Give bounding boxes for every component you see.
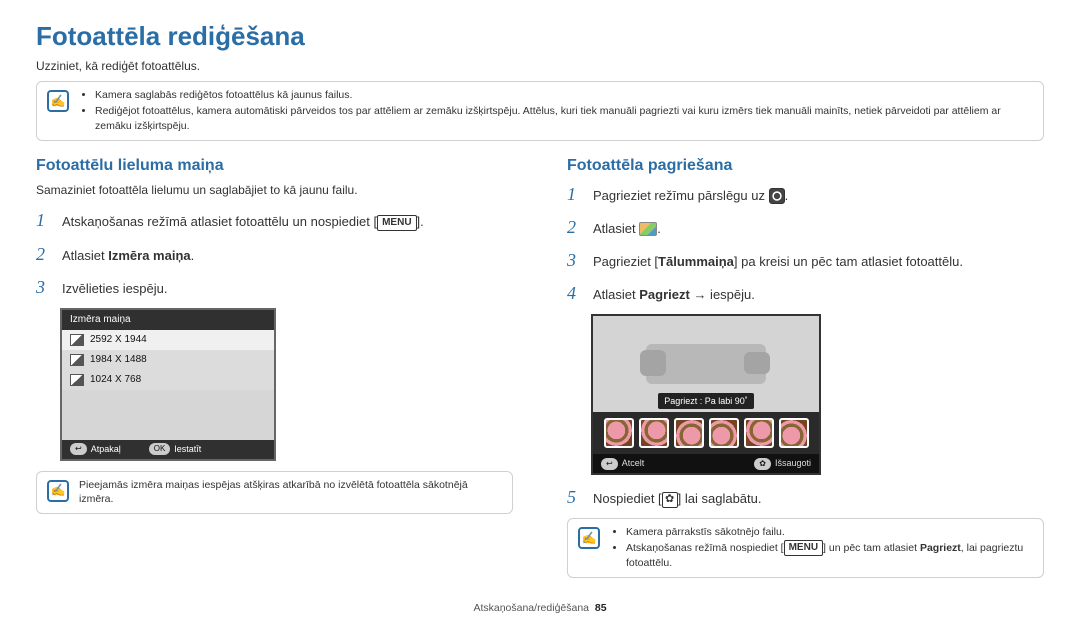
resolution-icon — [70, 334, 84, 346]
step-number: 3 — [567, 248, 583, 273]
rotate-option[interactable] — [639, 418, 669, 448]
info-icon: ✍ — [47, 90, 69, 112]
back-button[interactable]: ↩ Atpakaļ — [70, 443, 121, 456]
right-note-box: ✍ Kamera pārrakstīs sākotnējo failu. Ats… — [567, 518, 1044, 577]
right-column: Fotoattēla pagriešana 1 Pagrieziet režīm… — [567, 155, 1044, 577]
top-note-b: Rediģējot fotoattēlus, kamera automātisk… — [95, 104, 1033, 133]
left-note-box: ✍ Pieejamās izmēra maiņas iespējas atšķi… — [36, 471, 513, 514]
step-number: 2 — [567, 215, 583, 240]
left-step3: Izvēlieties iespēju. — [62, 279, 168, 299]
rotate-option[interactable] — [674, 418, 704, 448]
right-step2: Atlasiet . — [593, 219, 661, 239]
resolution-option[interactable]: 2592 X 1944 — [62, 330, 274, 350]
right-step4: Atlasiet Pagriezt → iespēju. — [593, 285, 755, 305]
cancel-icon: ↩ — [601, 458, 618, 470]
left-note-text: Pieejamās izmēra maiņas iespējas atšķira… — [79, 478, 502, 507]
right-step1: Pagrieziet režīmu pārslēgu uz . — [593, 186, 788, 206]
save-button[interactable]: ✿ Išsaugoti — [754, 457, 811, 470]
step-number: 1 — [567, 182, 583, 207]
menu-icon: MENU — [377, 215, 416, 231]
left-step1: Atskaņošanas režīmā atlasiet fotoattēlu … — [62, 212, 424, 232]
step-number: 2 — [36, 242, 52, 267]
page-title: Fotoattēla rediģēšana — [36, 18, 1044, 54]
resolution-icon — [70, 354, 84, 366]
info-icon: ✍ — [578, 527, 600, 549]
step-number: 4 — [567, 281, 583, 306]
ok-button[interactable]: OK Iestatīt — [149, 443, 202, 456]
left-section-sub: Samaziniet fotoattēla lielumu un saglabā… — [36, 182, 513, 199]
step-number: 5 — [567, 485, 583, 510]
rotated-preview — [646, 344, 766, 384]
ok-icon: OK — [149, 443, 171, 455]
back-icon: ↩ — [70, 443, 87, 455]
resolution-label: 2592 X 1944 — [90, 333, 147, 347]
top-info-box: ✍ Kamera saglabās rediģētos fotoattēlus … — [36, 81, 1044, 141]
rotate-caption: Pagriezt : Pa labi 90˚ — [658, 393, 754, 410]
resolution-option[interactable]: 1024 X 768 — [62, 370, 274, 390]
right-note-b: Atskaņošanas režīmā nospiediet [MENU] un… — [626, 540, 1033, 571]
rotate-option[interactable] — [779, 418, 809, 448]
rotate-option[interactable] — [744, 418, 774, 448]
info-icon: ✍ — [47, 480, 69, 502]
cancel-button[interactable]: ↩ Atcelt — [601, 457, 644, 470]
right-step5: Nospiediet [] lai saglabātu. — [593, 489, 762, 509]
rotation-thumbnails — [593, 412, 819, 454]
menu-icon: MENU — [784, 540, 823, 556]
page-footer: Atskaņošana/rediģēšana 85 — [0, 601, 1080, 616]
macro-icon — [662, 492, 678, 508]
top-note-a: Kamera saglabās rediģētos fotoattēlus kā… — [95, 88, 1033, 103]
mode-dial-icon — [769, 188, 785, 204]
right-note-a: Kamera pārrakstīs sākotnējo failu. — [626, 525, 1033, 540]
step-number: 3 — [36, 275, 52, 300]
rotate-option[interactable] — [604, 418, 634, 448]
resize-screenshot: Izmēra maiņa 2592 X 1944 1984 X 1488 102… — [60, 308, 276, 461]
right-step3: Pagrieziet [Tālummaiņa] pa kreisi un pēc… — [593, 252, 963, 272]
save-icon: ✿ — [754, 458, 771, 470]
left-section-title: Fotoattēlu lieluma maiņa — [36, 155, 513, 177]
rotate-option[interactable] — [709, 418, 739, 448]
photo-edit-icon — [639, 222, 657, 236]
resolution-label: 1984 X 1488 — [90, 353, 147, 367]
shot-a-title: Izmēra maiņa — [62, 310, 274, 330]
resolution-label: 1024 X 768 — [90, 373, 141, 387]
page-subtitle: Uzziniet, kā rediģēt fotoattēlus. — [36, 58, 1044, 75]
left-step2: Atlasiet Izmēra maiņa. — [62, 246, 194, 266]
right-section-title: Fotoattēla pagriešana — [567, 155, 1044, 177]
rotate-screenshot: Pagriezt : Pa labi 90˚ ↩ Atcelt ✿ Išsaug… — [591, 314, 821, 475]
resolution-icon — [70, 374, 84, 386]
left-column: Fotoattēlu lieluma maiņa Samaziniet foto… — [36, 155, 513, 577]
resolution-option[interactable]: 1984 X 1488 — [62, 350, 274, 370]
step-number: 1 — [36, 208, 52, 233]
